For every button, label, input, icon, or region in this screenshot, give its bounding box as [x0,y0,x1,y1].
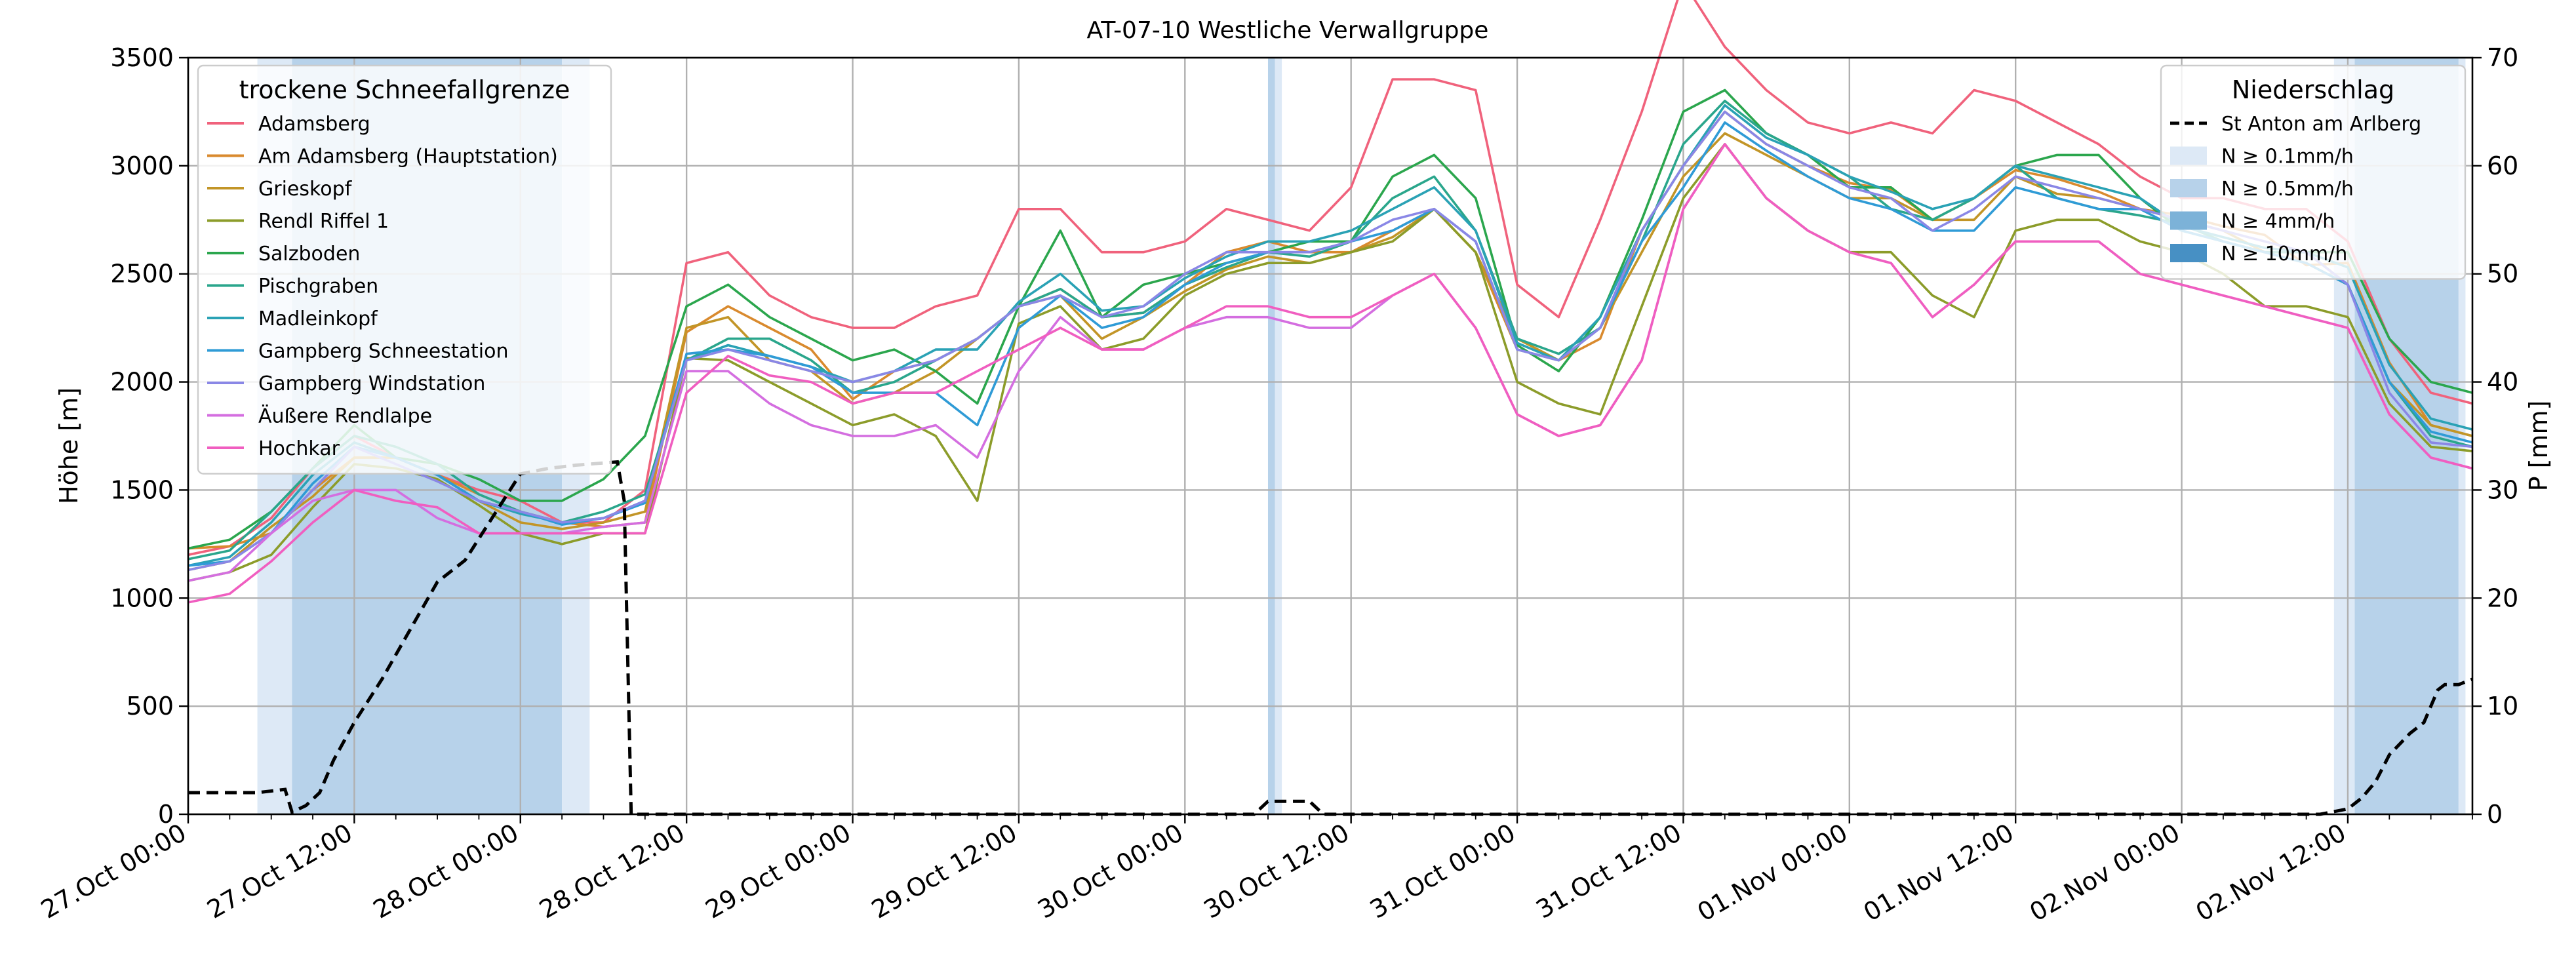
y-tick-label-5: 2500 [110,260,174,288]
snowfall-lines [188,0,2473,604]
series-line-4 [188,89,2473,550]
y2-tick-label-3: 30 [2487,475,2518,504]
legend-right-label-0: N ≥ 0.1mm/h [2221,146,2354,168]
x-tick-label-10: 01.Nov 00:00 [1692,818,1852,927]
y2-tick-label-0: 0 [2487,800,2503,829]
legend-right-label-1: N ≥ 0.5mm/h [2221,178,2354,201]
legend-left-label-1: Am Adamsberg (Hauptstation) [258,146,558,168]
x-tick-label-8: 31.Oct 00:00 [1365,818,1520,924]
y-tick-label-6: 3000 [110,151,174,180]
legend-left-label-6: Madleinkopf [258,307,378,330]
series-line-8 [188,110,2473,572]
series-line-10 [188,143,2473,604]
x-tick-label-9: 31.Oct 12:00 [1531,818,1686,924]
x-tick-label-0: 27.Oct 00:00 [36,818,191,924]
legend-right-title: Niederschlag [2232,75,2394,104]
legend-right-label-precip: St Anton am Arlberg [2221,113,2421,136]
precip-band-4 [1275,58,1282,814]
legend-right-label-2: N ≥ 4mm/h [2221,210,2335,233]
y2-tick-label-4: 40 [2487,368,2518,397]
legend-left-label-3: Rendl Riffel 1 [258,210,389,233]
legend-left-title: trockene Schneefallgrenze [239,75,570,104]
legend-right-swatch-3 [2170,244,2207,262]
legend-left-label-2: Grieskopf [258,178,353,201]
precip-band-7 [2458,58,2466,814]
legend-right-box [2160,64,2467,280]
legend-left-label-7: Gampberg Schneestation [258,340,509,363]
y2-tick-label-7: 70 [2487,43,2518,72]
legend-left-label-9: Äußere Rendlalpe [258,405,432,428]
legend-left-box [197,64,612,475]
legend-right-label-3: N ≥ 10mm/h [2221,243,2347,266]
y2-axis-label: P [mm] [2524,401,2553,492]
x-tick-label-7: 30.Oct 12:00 [1199,818,1355,924]
legend-left-label-5: Pischgraben [258,275,378,298]
legend-right-swatch-0 [2170,146,2207,165]
y-tick-label-3: 1500 [110,475,174,504]
y-tick-label-0: 0 [158,800,174,829]
chart-title: AT-07-10 Westliche Verwallgruppe [1087,17,1489,44]
y-tick-label-1: 500 [126,692,174,721]
x-tick-label-4: 29.Oct 00:00 [700,818,856,924]
y2-tick-label-5: 50 [2487,260,2518,288]
x-tick-label-6: 30.Oct 00:00 [1033,818,1188,924]
y2-tick-label-1: 10 [2487,692,2518,721]
plot-frame [187,56,2474,816]
series-line-3 [188,143,2473,582]
x-tick-label-2: 28.Oct 00:00 [368,818,524,924]
legend-left-label-0: Adamsberg [258,113,370,136]
y-tick-label-2: 1000 [110,583,174,612]
y2-tick-label-2: 20 [2487,583,2518,612]
legend-left-label-10: Hochkar [258,437,340,460]
x-tick-label-1: 27.Oct 12:00 [202,818,357,924]
precip-band-3 [1267,58,1275,814]
legend-right-swatch-1 [2170,179,2207,197]
legend-left-label-8: Gampberg Windstation [258,372,485,395]
legend-right-swatch-2 [2170,211,2207,230]
x-tick-label-3: 28.Oct 12:00 [534,818,690,924]
legend-snowfall: trockene Schneefallgrenze Adamsberg Am Ada… [197,64,612,475]
legend-precipitation: Niederschlag St Anton am Arlberg N ≥ 0.1mm… [2160,64,2467,280]
x-tick-label-11: 01.Nov 12:00 [1859,818,2019,927]
y-axis-label: Höhe [m] [54,387,83,504]
x-tick-label-13: 02.Nov 12:00 [2191,818,2351,927]
y2-tick-label-6: 60 [2487,151,2518,180]
x-tick-label-5: 29.Oct 12:00 [867,818,1022,924]
x-tick-label-12: 02.Nov 00:00 [2025,818,2185,927]
legend-left-label-4: Salzboden [258,243,360,266]
y-tick-label-7: 3500 [110,43,174,72]
y-tick-label-4: 2000 [110,368,174,397]
